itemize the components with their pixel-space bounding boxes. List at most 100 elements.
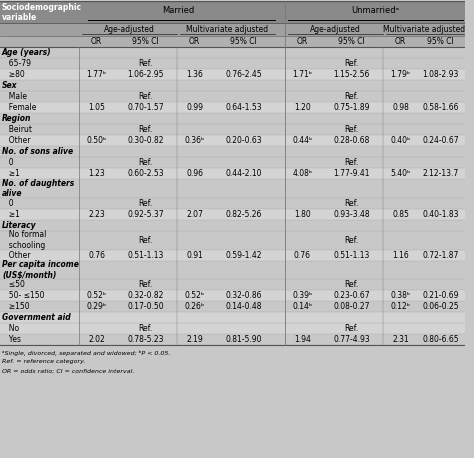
Text: No. of sons alive: No. of sons alive (2, 147, 73, 156)
Text: 0.38ᵇ: 0.38ᵇ (391, 291, 410, 300)
Text: Ref.: Ref. (344, 235, 359, 245)
Text: Age (years): Age (years) (2, 48, 52, 57)
Text: ≥1: ≥1 (4, 210, 20, 218)
Text: 95% CI: 95% CI (338, 37, 365, 46)
Text: No. of daughters
alive: No. of daughters alive (2, 179, 74, 198)
Text: 0.40-1.83: 0.40-1.83 (422, 210, 459, 218)
Text: Ref.: Ref. (344, 280, 359, 289)
Text: 95% CI: 95% CI (428, 37, 454, 46)
Text: OR: OR (91, 37, 102, 46)
Bar (0, 113, 465, 124)
Text: Multivariate adjusted: Multivariate adjusted (186, 25, 268, 34)
Text: 0.21-0.69: 0.21-0.69 (422, 291, 459, 300)
Text: 0.06-0.25: 0.06-0.25 (422, 302, 459, 311)
Text: 1.79ᵇ: 1.79ᵇ (391, 70, 410, 79)
Text: 0.58-1.66: 0.58-1.66 (422, 103, 459, 112)
Text: No: No (4, 324, 19, 333)
Text: 0.76-2.45: 0.76-2.45 (225, 70, 262, 79)
Text: 0.64-1.53: 0.64-1.53 (225, 103, 262, 112)
Text: 0.23-0.67: 0.23-0.67 (333, 291, 370, 300)
Text: 1.20: 1.20 (294, 103, 311, 112)
Bar (0, 124, 465, 135)
Text: 0.59-1.42: 0.59-1.42 (225, 251, 262, 260)
Text: 0.60-2.53: 0.60-2.53 (128, 169, 164, 178)
Bar (0, 209, 465, 220)
Text: 0.52ᵇ: 0.52ᵇ (87, 291, 107, 300)
Text: Region: Region (2, 114, 31, 123)
Bar (0, 23, 465, 36)
Bar (0, 334, 465, 345)
Text: 0.40ᵇ: 0.40ᵇ (391, 136, 410, 145)
Text: 0.08-0.27: 0.08-0.27 (333, 302, 370, 311)
Bar (0, 220, 465, 231)
Text: Ref.: Ref. (138, 125, 153, 134)
Text: 0.44-2.10: 0.44-2.10 (225, 169, 262, 178)
Text: 0.44ᵇ: 0.44ᵇ (292, 136, 312, 145)
Bar (0, 1, 465, 23)
Text: 0.96: 0.96 (186, 169, 203, 178)
Text: 0.70-1.57: 0.70-1.57 (128, 103, 164, 112)
Text: Literacy: Literacy (2, 221, 36, 229)
Text: 1.36: 1.36 (186, 70, 203, 79)
Text: 0.32-0.82: 0.32-0.82 (128, 291, 164, 300)
Text: 0.29ᵇ: 0.29ᵇ (87, 302, 107, 311)
Text: 0.91: 0.91 (186, 251, 203, 260)
Text: Ref.: Ref. (138, 158, 153, 167)
Text: ≤50: ≤50 (4, 280, 25, 289)
Text: 0.99: 0.99 (186, 103, 203, 112)
Text: 0.28-0.68: 0.28-0.68 (333, 136, 370, 145)
Text: 95% CI: 95% CI (132, 37, 159, 46)
Text: 1.08-2.93: 1.08-2.93 (422, 70, 459, 79)
Text: Sociodemographic
variable: Sociodemographic variable (2, 2, 82, 22)
Text: Per capita income
(US$/month): Per capita income (US$/month) (2, 260, 79, 280)
Text: Age-adjusted: Age-adjusted (104, 25, 155, 34)
Text: 0.17-0.50: 0.17-0.50 (128, 302, 164, 311)
Text: 0.92-5.37: 0.92-5.37 (128, 210, 164, 218)
Text: 0.78-5.23: 0.78-5.23 (128, 335, 164, 344)
Text: 0.75-1.89: 0.75-1.89 (333, 103, 370, 112)
Text: 2.19: 2.19 (186, 335, 203, 344)
Text: 2.23: 2.23 (88, 210, 105, 218)
Text: 0.14-0.48: 0.14-0.48 (225, 302, 262, 311)
Text: 0.93-3.48: 0.93-3.48 (333, 210, 370, 218)
Bar (0, 290, 465, 301)
Text: 95% CI: 95% CI (230, 37, 257, 46)
Text: ≥1: ≥1 (4, 169, 20, 178)
Text: Ref.: Ref. (344, 199, 359, 207)
Bar (0, 261, 465, 279)
Text: 1.80: 1.80 (294, 210, 311, 218)
Text: 0.36ᵇ: 0.36ᵇ (184, 136, 205, 145)
Text: Ref.: Ref. (138, 280, 153, 289)
Text: Ref.: Ref. (344, 92, 359, 101)
Bar (0, 102, 465, 113)
Text: 0.52ᵇ: 0.52ᵇ (184, 291, 205, 300)
Text: 2.31: 2.31 (392, 335, 409, 344)
Text: ≥150: ≥150 (4, 302, 29, 311)
Text: 1.71ᵇ: 1.71ᵇ (292, 70, 312, 79)
Text: Unmarriedᵃ: Unmarriedᵃ (352, 5, 400, 15)
Text: 0.24-0.67: 0.24-0.67 (422, 136, 459, 145)
Text: 0.98: 0.98 (392, 103, 409, 112)
Text: Ref. = reference category.: Ref. = reference category. (2, 359, 85, 364)
Bar (0, 231, 465, 250)
Text: 0.72-1.87: 0.72-1.87 (422, 251, 459, 260)
Text: Multivariate adjusted: Multivariate adjusted (383, 25, 465, 34)
Bar (0, 80, 465, 91)
Text: 0.14ᵇ: 0.14ᵇ (292, 302, 312, 311)
Bar (0, 157, 465, 168)
Text: Other: Other (4, 136, 30, 145)
Text: 1.15-2.56: 1.15-2.56 (333, 70, 370, 79)
Text: 0.81-5.90: 0.81-5.90 (225, 335, 262, 344)
Text: 65-79: 65-79 (4, 59, 31, 68)
Text: 50- ≤150: 50- ≤150 (4, 291, 45, 300)
Text: No formal
  schooling: No formal schooling (4, 230, 46, 250)
Bar (0, 168, 465, 179)
Text: 1.77-9.41: 1.77-9.41 (333, 169, 370, 178)
Bar (0, 198, 465, 209)
Text: 1.16: 1.16 (392, 251, 409, 260)
Text: 0.32-0.86: 0.32-0.86 (225, 291, 262, 300)
Text: Male: Male (4, 92, 27, 101)
Text: OR = odds ratio; CI = confidence interval.: OR = odds ratio; CI = confidence interva… (2, 368, 134, 373)
Text: Ref.: Ref. (344, 59, 359, 68)
Text: 0.76: 0.76 (294, 251, 311, 260)
